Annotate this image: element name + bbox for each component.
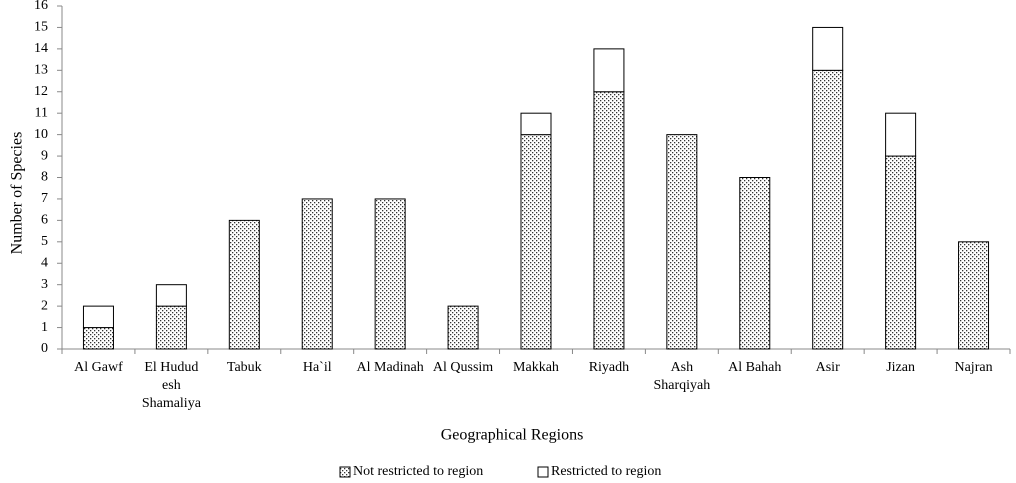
x-tick-label: Al Qussim: [432, 360, 494, 375]
bar-segment: [155, 305, 187, 350]
bar-segment: [593, 48, 625, 93]
bar-segment: [228, 219, 260, 350]
legend-swatch: [537, 466, 549, 478]
bar-segment: [301, 198, 333, 350]
y-tick-label: 2: [41, 298, 48, 313]
bar-segment: [593, 91, 625, 350]
x-tick-label: Makkah: [513, 360, 559, 375]
x-tick-label: El Hudud esh Shamaliya: [141, 360, 201, 411]
bar-segment: [447, 305, 479, 350]
x-tick-label: Tabuk: [226, 360, 262, 375]
bar-segment: [739, 177, 771, 350]
bar-segment: [885, 155, 917, 350]
y-tick-label: 14: [34, 41, 48, 56]
legend-label: Restricted to region: [551, 464, 661, 479]
y-tick-label: 9: [41, 148, 48, 163]
bar-segment: [812, 26, 844, 71]
legend-label: Not restricted to region: [353, 464, 483, 479]
y-tick-label: 0: [41, 341, 48, 356]
x-tick-label: Ash Sharqiyah: [653, 360, 711, 393]
y-tick-label: 10: [34, 127, 48, 142]
y-tick-label: 11: [35, 105, 48, 120]
y-tick-label: 16: [34, 0, 48, 13]
y-tick-label: 6: [41, 213, 48, 228]
x-tick-label: Najran: [954, 360, 993, 375]
x-axis-title: Geographical Regions: [441, 427, 584, 444]
x-tick-label: Al Madinah: [356, 360, 424, 375]
bar-segment: [812, 69, 844, 350]
bar-segment: [374, 198, 406, 350]
y-axis-title: Number of Species: [9, 132, 26, 255]
x-tick-label: Asir: [815, 360, 840, 375]
x-tick-label: Riyadh: [588, 360, 630, 375]
y-tick-label: 7: [41, 191, 48, 206]
y-tick-label: 15: [34, 20, 48, 35]
y-tick-label: 4: [41, 255, 48, 270]
y-tick-label: 5: [41, 234, 48, 249]
x-tick-label: Al Bahah: [728, 360, 782, 375]
bar-segment: [885, 112, 917, 157]
bar-segment: [958, 241, 990, 350]
y-tick-label: 1: [41, 320, 48, 335]
y-tick-label: 3: [41, 277, 48, 292]
x-tick-label: Ha`il: [302, 360, 332, 375]
bar-segment: [82, 327, 114, 350]
legend-swatch: [339, 466, 351, 478]
bar-segment: [520, 134, 552, 350]
bar-segment: [520, 112, 552, 136]
y-tick-label: 8: [41, 170, 48, 185]
bar-segment: [666, 134, 698, 350]
x-tick-label: Jizan: [886, 360, 915, 375]
bar-segment: [82, 305, 114, 329]
y-tick-label: 13: [34, 63, 48, 78]
y-tick-label: 12: [34, 84, 48, 99]
bar-segment: [155, 284, 187, 307]
x-tick-label: Al Gawf: [74, 360, 123, 375]
